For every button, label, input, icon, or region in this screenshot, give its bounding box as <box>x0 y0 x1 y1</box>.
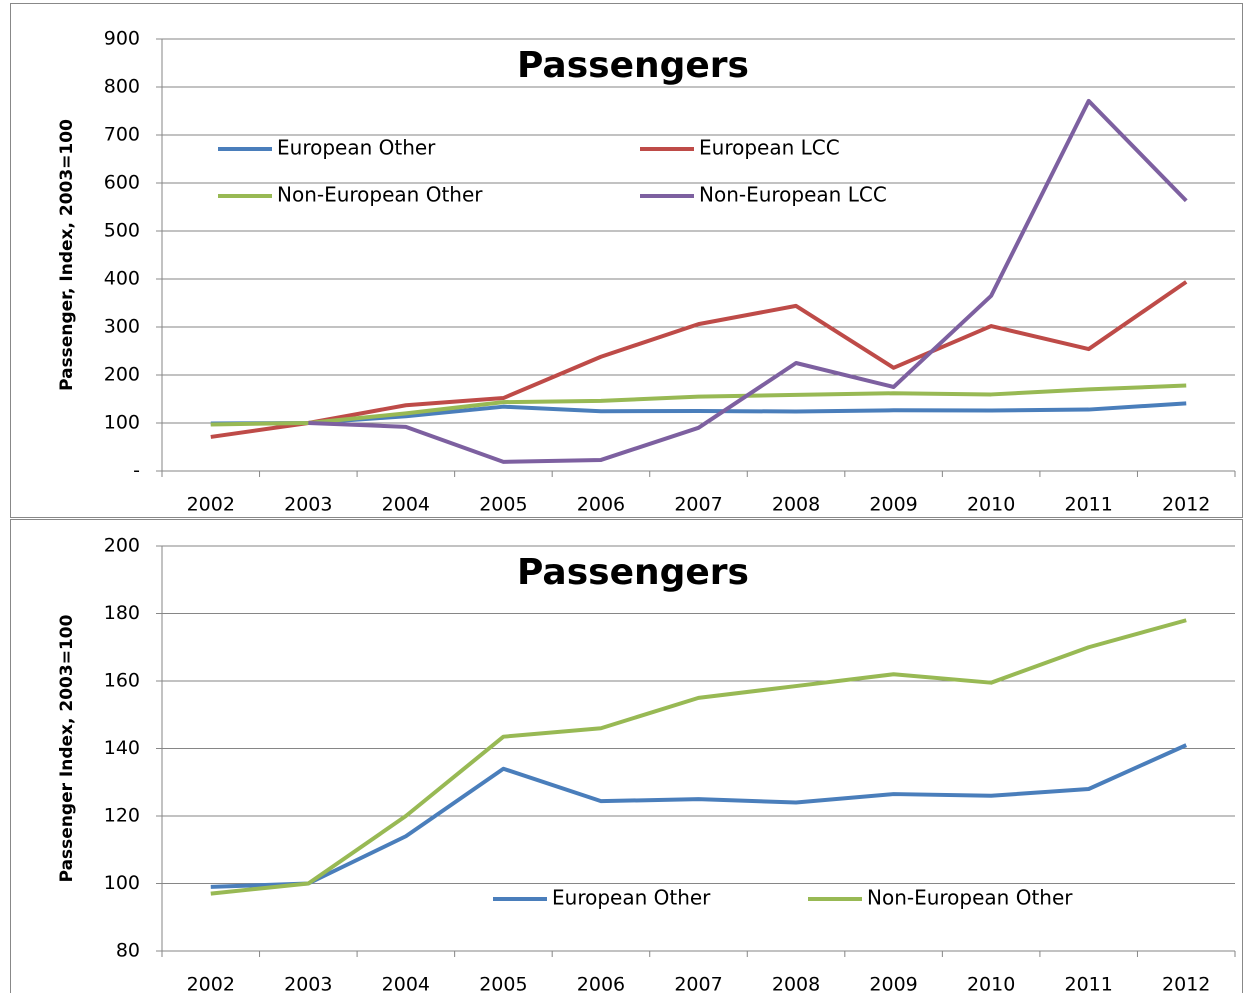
y-tick-label: 300 <box>104 316 140 338</box>
y-tick-label: 200 <box>104 535 140 557</box>
x-tick-label: 2002 <box>187 974 235 993</box>
series-line <box>210 618 1187 896</box>
y-tick-label: 900 <box>104 28 140 50</box>
x-tick-label: 2011 <box>1065 494 1113 516</box>
x-tick-label: 2007 <box>674 494 722 516</box>
y-tick-label: 100 <box>104 872 140 894</box>
x-tick-label: 2003 <box>284 494 332 516</box>
y-tick-label: 200 <box>104 364 140 386</box>
x-tick-label: 2006 <box>577 494 625 516</box>
x-tick-label: 2012 <box>1162 494 1210 516</box>
legend-label: Non-European Other <box>867 886 1073 910</box>
y-tick-label: 500 <box>104 220 140 242</box>
y-tick-label: 100 <box>104 412 140 434</box>
x-tick-label: 2010 <box>967 974 1015 993</box>
x-tick-label: 2004 <box>382 974 430 993</box>
series-line <box>210 743 1188 889</box>
legend-label: Non-European LCC <box>699 183 887 207</box>
chart-title: Passengers <box>517 552 749 593</box>
chart-title: Passengers <box>517 45 749 86</box>
legend-label: Non-European Other <box>277 183 483 207</box>
x-tick-label: 2005 <box>479 974 527 993</box>
y-tick-label: 700 <box>104 124 140 146</box>
x-tick-label: 2008 <box>772 494 820 516</box>
y-tick-label: 80 <box>116 940 140 962</box>
x-tick-label: 2003 <box>284 974 332 993</box>
x-tick-label: 2006 <box>577 974 625 993</box>
legend-label: European Other <box>552 886 711 910</box>
x-tick-label: 2009 <box>869 494 917 516</box>
y-tick-label: 180 <box>104 602 140 624</box>
x-tick-label: 2011 <box>1065 974 1113 993</box>
y-axis-label: Passenger, Index, 2003=100 <box>57 119 77 391</box>
x-tick-label: 2009 <box>869 974 917 993</box>
x-tick-label: 2007 <box>674 974 722 993</box>
y-tick-label: 120 <box>104 805 140 827</box>
chart-frame <box>10 519 1243 993</box>
y-tick-label: 160 <box>104 670 140 692</box>
y-tick-label: 600 <box>104 172 140 194</box>
series-line <box>210 383 1187 427</box>
y-tick-label: 800 <box>104 76 140 98</box>
x-tick-label: 2008 <box>772 974 820 993</box>
x-tick-label: 2002 <box>187 494 235 516</box>
series-line <box>210 280 1188 439</box>
legend-label: European LCC <box>699 136 840 160</box>
x-tick-label: 2005 <box>479 494 527 516</box>
x-tick-label: 2010 <box>967 494 1015 516</box>
chart-frame <box>10 3 1243 518</box>
y-tick-label: - <box>133 460 140 482</box>
legend-label: European Other <box>277 136 436 160</box>
x-tick-label: 2004 <box>382 494 430 516</box>
y-tick-label: 140 <box>104 737 140 759</box>
y-tick-label: 400 <box>104 268 140 290</box>
x-tick-label: 2012 <box>1162 974 1210 993</box>
series-line <box>308 98 1188 464</box>
y-axis-label: Passenger Index, 2003=100 <box>57 614 77 882</box>
